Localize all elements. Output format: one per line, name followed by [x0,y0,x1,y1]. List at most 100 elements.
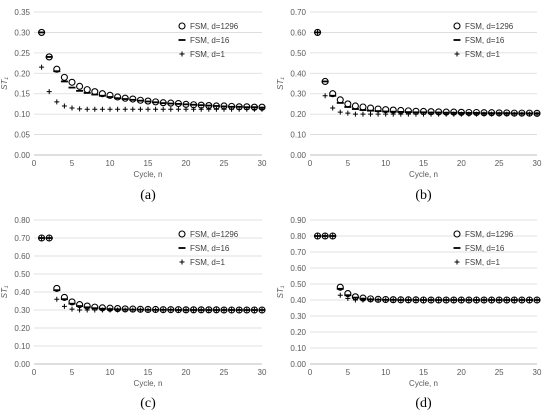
marker-plus [489,297,495,303]
x-tick-label: 20 [182,368,191,377]
marker-plus [511,111,517,117]
marker-plus [511,297,517,303]
marker-plus [368,111,374,117]
y-tick-label: 0.15 [14,90,30,99]
marker-plus [481,111,487,117]
legend-entry: FSM, d=1 [465,50,500,59]
x-tick-label: 15 [419,368,428,377]
marker-plus [451,297,457,303]
x-tick-label: 0 [308,159,313,168]
y-tick-label: 0.50 [290,280,306,289]
marker-plus [413,111,419,117]
x-tick-label: 15 [144,159,153,168]
marker-plus [115,307,121,313]
marker-plus [390,297,396,303]
panel-3: 0.00 0.10 0.20 0.30 0.40 0.50 0.60 0.70 0.80 0.90… [276,216,542,411]
legend-entry: FSM, d=1 [465,258,500,267]
x-tick-label: 25 [495,368,504,377]
y-tick-label: 0.70 [14,234,30,243]
marker-plus [436,297,442,303]
marker-plus [175,106,181,112]
y-tick-label: 0.50 [290,49,306,58]
x-tick-label: 10 [106,368,115,377]
marker-plus [213,307,219,313]
x-tick-label: 30 [533,159,542,168]
marker-plus [368,297,374,303]
marker-plus [191,106,197,112]
marker-plus [436,111,442,117]
y-tick-label: 0.40 [290,69,306,78]
marker-plus [496,111,502,117]
y-tick-label: 0.40 [290,296,306,305]
marker-plus [122,106,128,112]
x-tick-label: 15 [144,368,153,377]
legend-marker-circle [178,22,186,30]
marker-plus [153,106,159,112]
y-tick-label: 0.30 [290,312,306,321]
y-tick-label: 0.90 [290,216,306,225]
marker-circle [359,103,367,111]
y-tick-label: 0.70 [290,248,306,257]
marker-plus [519,297,525,303]
x-tick-label: 5 [346,159,351,168]
y-tick-label: 0.50 [14,270,30,279]
marker-plus [383,111,389,117]
y-tick-label: 0.00 [290,151,306,160]
marker-plus [375,111,381,117]
marker-plus [206,106,212,112]
marker-plus [183,307,189,313]
x-tick-label: 5 [70,159,75,168]
marker-plus [236,106,242,112]
marker-plus [398,111,404,117]
marker-circle [336,96,344,104]
marker-circle [68,78,76,86]
marker-plus [137,106,143,112]
marker-plus [519,111,525,117]
marker-plus [345,110,351,116]
y-axis-title: ST₁ [276,77,285,90]
x-tick-label: 5 [70,368,75,377]
marker-plus [54,296,60,302]
marker-plus [251,307,257,313]
legend-entry: FSM, d=16 [190,244,230,253]
marker-plus [206,307,212,313]
panel-label: (d) [415,396,432,411]
marker-plus [213,106,219,112]
marker-circle [76,82,84,90]
y-tick-label: 0.80 [290,232,306,241]
y-tick-label: 0.80 [14,216,30,225]
marker-plus [259,106,265,112]
panel-label: (c) [140,396,156,411]
marker-plus [84,106,90,112]
marker-plus [160,106,166,112]
y-axis-title: ST₁ [0,285,9,298]
x-tick-label: 25 [220,368,229,377]
y-tick-label: 0.20 [290,328,306,337]
marker-plus [244,307,250,313]
marker-plus [145,106,151,112]
y-axis-title: ST₁ [276,285,285,298]
marker-plus [168,307,174,313]
legend-marker-plus [454,259,460,265]
marker-plus [145,307,151,313]
marker-plus [473,297,479,303]
x-tick-label: 5 [346,368,351,377]
panel-0: 0.00 0.05 0.10 0.15 0.20 0.25 0.30 0.35 0 5 10 15 20… [0,8,267,203]
y-tick-label: 0.10 [14,342,30,351]
marker-plus [405,111,411,117]
marker-circle [83,86,91,94]
y-tick-label: 0.10 [290,131,306,140]
marker-plus [526,297,532,303]
marker-plus [122,307,128,313]
x-tick-label: 15 [419,159,428,168]
marker-plus [489,111,495,117]
y-tick-label: 0.00 [14,151,30,160]
x-tick-label: 0 [32,159,37,168]
y-tick-label: 0.10 [14,110,30,119]
panel-1: 0.00 0.10 0.20 0.30 0.40 0.50 0.60 0.70 0 5 10 15 20… [276,8,542,203]
marker-plus [345,295,351,301]
legend-marker-circle [178,230,186,238]
marker-plus [390,111,396,117]
x-tick-label: 0 [32,368,37,377]
y-tick-label: 0.25 [14,49,30,58]
